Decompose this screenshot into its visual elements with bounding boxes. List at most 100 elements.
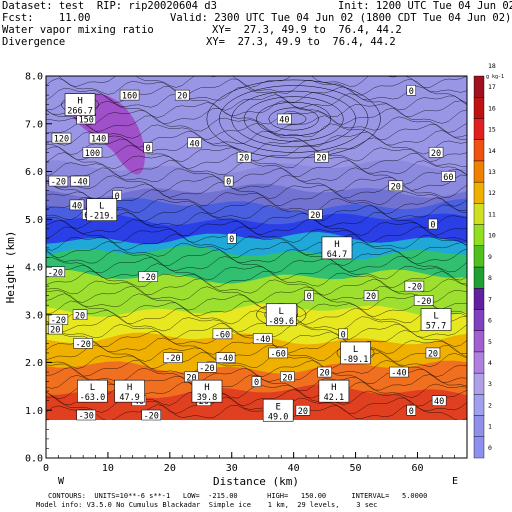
extremum-letter: L (433, 312, 438, 322)
colorbar-swatch (473, 372, 485, 395)
contour-line (46, 270, 467, 289)
colorbar-swatch (473, 97, 485, 119)
extremum-box (64, 93, 96, 116)
colorbar-label: 15 (488, 126, 496, 134)
contour-label-box (431, 395, 447, 406)
colorbar-label: 18 (488, 62, 496, 70)
contour-label-box (141, 409, 161, 421)
x-tick-label: 0 (43, 463, 49, 474)
extremum-value: 266.7 (67, 107, 93, 117)
colorbar-swatch (473, 288, 485, 310)
contour-label: 0 (229, 235, 234, 245)
extremum-box (340, 341, 371, 365)
extremum-value: -89.6 (268, 317, 294, 327)
x-axis-label: Distance (km) (213, 475, 299, 488)
extremum-box (191, 379, 223, 403)
contour-label: 20 (75, 311, 85, 321)
contour-label-box (223, 175, 234, 187)
contour-label-box (304, 290, 314, 301)
contour-label: 20 (366, 292, 376, 302)
contour-line (46, 159, 467, 177)
init-label: Init: 1200 UTC Tue 04 Jun 02 (338, 0, 512, 12)
contour-line (46, 255, 467, 274)
contour-label-box (268, 347, 288, 359)
field-label-divergence: Divergence (2, 36, 66, 48)
contour-label: 20 (391, 182, 401, 192)
extremum-box (114, 379, 145, 403)
model-info: Model info: V3.5.0 No Cumulus Blackadar … (36, 501, 378, 509)
contour-line (46, 404, 467, 422)
x-tick-label: 60 (411, 463, 423, 474)
contour-label: 0 (307, 292, 312, 302)
contour-label: 0 (146, 144, 151, 154)
colorbar-label: 14 (488, 147, 496, 155)
contour-label-box (404, 280, 425, 292)
contour-label: -30 (79, 412, 94, 422)
extremum-value: -89.1 (343, 355, 369, 365)
contour-label: 0 (341, 330, 346, 340)
contour-label: 20 (319, 369, 329, 379)
contour-label-box (317, 366, 332, 378)
contour-label-box (197, 362, 217, 373)
extremum-letter: E (275, 402, 280, 412)
x-tick-label: 20 (164, 463, 176, 474)
contour-label-box (112, 190, 122, 201)
contour-label-box (76, 409, 96, 421)
contour-label: 0 (409, 407, 414, 417)
contour-label: 20 (316, 154, 326, 164)
contour-label-box (425, 347, 441, 359)
contour-line (46, 218, 467, 236)
colorbar-label: 5 (488, 338, 492, 346)
colorbar-label: 4 (488, 359, 492, 367)
contour-label-box (215, 352, 236, 363)
contour-label: -20 (51, 316, 66, 326)
colorbar-label: 6 (488, 317, 492, 325)
contour-line (46, 115, 467, 133)
contour-label-box (51, 132, 72, 144)
contour-line (46, 152, 467, 170)
extremum-box (77, 379, 108, 403)
contour-label: 20 (239, 154, 249, 164)
extremum-letter: H (127, 383, 132, 393)
contour-line (46, 86, 467, 104)
contour-label: -20 (140, 273, 155, 283)
extremum-letter: H (77, 97, 82, 107)
contour-label-box (70, 175, 90, 187)
contour-label: 0 (430, 221, 435, 231)
contour-ring (218, 85, 369, 153)
contour-line (46, 307, 467, 325)
xy-label-2: XY= 27.3, 49.9 to 76.4, 44.2 (206, 36, 396, 48)
contour-line (46, 122, 467, 141)
x-tick-label: 50 (350, 463, 362, 474)
contour-label-box (314, 151, 329, 163)
contour-label: 0 (115, 192, 120, 202)
contour-line (46, 278, 467, 296)
extremum-letter: H (204, 383, 209, 393)
colorbar-swatch (473, 436, 485, 459)
extremum-value: 42.1 (324, 393, 344, 403)
colorbar-swatch (473, 330, 485, 353)
dataset-label: Dataset: test RIP: rip20020604 d3 (2, 0, 217, 12)
extremum-value: 49.0 (268, 412, 288, 422)
contour-label-box (48, 323, 63, 335)
contour-label: -20 (75, 340, 90, 350)
colorbar-swatch (473, 245, 485, 268)
contour-line (46, 226, 467, 244)
contour-label-box (163, 352, 183, 363)
colorbar-label: 0 (488, 444, 492, 452)
contour-label: 40 (279, 115, 289, 125)
contour-label-box (174, 89, 190, 101)
extremum-value: 64.7 (327, 250, 347, 260)
extremum-box (262, 398, 294, 422)
colorbar-swatch (473, 160, 485, 183)
extremum-letter: L (279, 307, 284, 317)
extremum-value: 47.9 (119, 393, 139, 403)
contour-line (46, 130, 467, 148)
colorbar-swatch (473, 394, 485, 416)
field-label-mixing-ratio: Water vapor mixing ratio (2, 24, 154, 36)
contour-label: -40 (218, 354, 233, 364)
contour-label: -20 (51, 178, 66, 188)
colorbar-swatch (473, 118, 485, 140)
contour-label: -20 (416, 297, 431, 307)
